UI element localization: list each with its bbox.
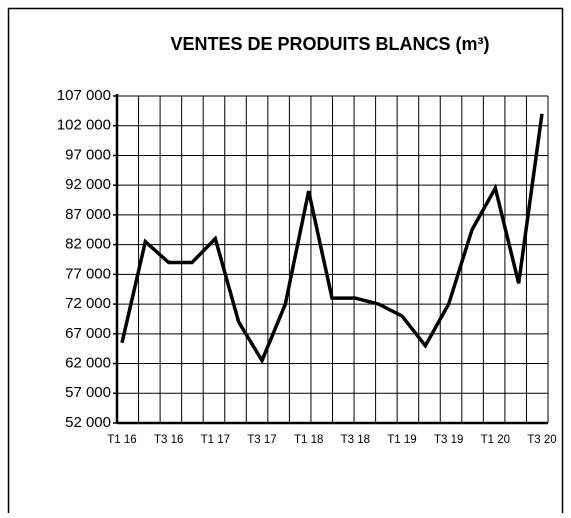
y-tick-label: 82 000 bbox=[65, 236, 111, 253]
y-tick-label: 62 000 bbox=[65, 355, 111, 372]
x-tick-label: T3 19 bbox=[434, 434, 463, 446]
y-tick-label: 87 000 bbox=[65, 206, 111, 223]
y-tick-label: 97 000 bbox=[65, 146, 111, 163]
x-tick-label: T3 17 bbox=[247, 434, 276, 446]
y-tick-label: 102 000 bbox=[57, 117, 111, 134]
x-tick-label: T1 17 bbox=[201, 434, 230, 446]
x-tick-label: T3 16 bbox=[154, 434, 183, 446]
y-tick-label: 77 000 bbox=[65, 265, 111, 282]
line-series bbox=[120, 113, 544, 365]
x-tick-label: T1 19 bbox=[387, 434, 416, 446]
y-tick-label: 57 000 bbox=[65, 384, 111, 401]
x-tick-label: T1 20 bbox=[481, 434, 510, 446]
y-tick-label: 92 000 bbox=[65, 176, 111, 193]
x-tick-label: T3 18 bbox=[341, 434, 370, 446]
x-tick-label: T3 20 bbox=[527, 434, 556, 446]
y-tick-label: 67 000 bbox=[65, 325, 111, 342]
frame bbox=[7, 7, 564, 518]
x-tick-label: T1 18 bbox=[294, 434, 323, 446]
x-tick-label: T1 16 bbox=[107, 434, 136, 446]
chart-title: VENTES DE PRODUITS BLANCS (m³) bbox=[170, 34, 489, 54]
y-tick-label: 72 000 bbox=[65, 295, 111, 312]
y-tick-label: 107 000 bbox=[57, 87, 111, 104]
y-tick-label: 52 000 bbox=[65, 414, 111, 431]
